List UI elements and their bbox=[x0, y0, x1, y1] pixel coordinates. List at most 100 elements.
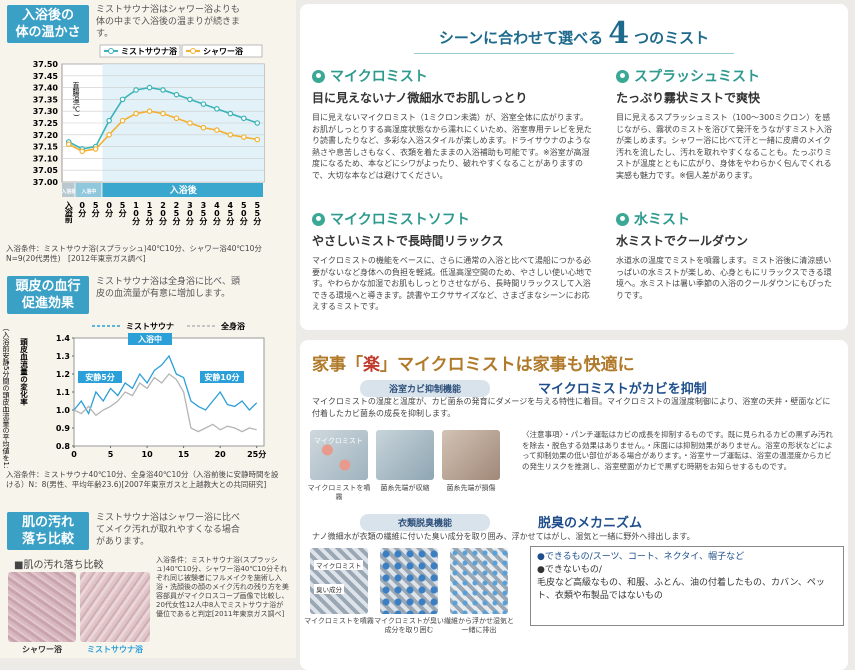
annotation-box bbox=[200, 371, 244, 383]
y-tick-label: 37.30 bbox=[33, 107, 59, 116]
text: マイクロミストの湿度と温度が、カビ菌糸の発育にダメージを与える特性に着目。マイク… bbox=[312, 397, 831, 418]
legend-label: シャワー浴 bbox=[203, 46, 244, 56]
section-heading: 肌の汚れ 落ち比較 bbox=[7, 512, 89, 550]
mist-name-text: スプラッシュミスト bbox=[634, 69, 760, 85]
image-label: マイクロミスト bbox=[314, 560, 364, 570]
x-tick-label: 50分 bbox=[239, 201, 248, 226]
y-tick-label: 37.50 bbox=[33, 60, 59, 69]
annotation: 安静5分 bbox=[85, 372, 115, 382]
text: ナノ微細水が衣類の繊維に付いた臭い成分を取り囲み、浮かせてはがし、湿気と一緒に野… bbox=[312, 532, 695, 541]
mist-panel: シーンに合わせて選べる 4 つのミスト マイクロミスト 目に見えないナノ微細水でお… bbox=[300, 4, 848, 330]
title-part: 」マイクロミストは家事も快適に bbox=[380, 355, 635, 375]
caption: 菌糸先端が損傷 bbox=[446, 484, 496, 492]
image-label: マイクロミスト bbox=[314, 437, 363, 445]
y-axis-label: 頭皮血流量の変化率 bbox=[19, 338, 28, 407]
heading-line: 促進効果 bbox=[21, 296, 74, 311]
y-tick-label: 1.0 bbox=[56, 406, 71, 415]
intro: ミストサウナ浴はシャワー浴に比べてメイク汚れが取れやすくなる場合があります。 bbox=[96, 513, 241, 547]
title-number: 4 bbox=[608, 16, 630, 51]
annotation-box bbox=[78, 371, 122, 383]
y-tick-label: 37.00 bbox=[33, 178, 59, 187]
heading-line: 体の温かさ bbox=[15, 25, 81, 40]
legend-marker bbox=[190, 48, 196, 54]
heading-line: 入浴後の bbox=[21, 8, 74, 23]
note: 〈注意事項〉・パンチ運転はカビの成長を抑制するものです。既に見られるカビの黒ずみ… bbox=[522, 430, 833, 471]
title-rule bbox=[414, 53, 734, 54]
y-tick-label: 1.2 bbox=[56, 370, 70, 379]
y-tick-label: 37.20 bbox=[33, 131, 59, 140]
section-heading: 頭皮の血行 促進効果 bbox=[7, 276, 89, 314]
x-tick-label: 入浴前 bbox=[63, 201, 73, 224]
mist-name-text: 水ミスト bbox=[634, 212, 690, 228]
headline: 脱臭のメカニズム bbox=[538, 516, 643, 531]
point bbox=[160, 87, 166, 93]
housework-panel: 家事「楽」マイクロミストは家事も快適に 浴室カビ抑制機能 マイクロミストがカビを… bbox=[300, 340, 848, 670]
mist-catch: たっぷり霧状ミストで爽快 bbox=[616, 91, 761, 105]
label: ●できるもの/ bbox=[537, 552, 593, 562]
icon bbox=[312, 69, 325, 83]
point bbox=[214, 127, 220, 133]
legend-box bbox=[181, 44, 263, 58]
panel-title: 家事「楽」マイクロミストは家事も快適に bbox=[312, 350, 635, 375]
x-tick-label: 45分 bbox=[226, 201, 235, 226]
x-tick-label: 5 bbox=[108, 450, 114, 459]
y-tick-label: 1.3 bbox=[56, 352, 70, 361]
title-part: つのミスト bbox=[634, 29, 710, 47]
mist-name: マイクロミスト bbox=[312, 66, 594, 86]
x-tick-label: 40分 bbox=[212, 201, 221, 226]
subheading: ■肌の汚れ落ち比較 bbox=[14, 560, 104, 571]
point bbox=[227, 132, 234, 138]
fabric-image bbox=[310, 548, 368, 614]
series-line bbox=[73, 373, 257, 433]
point bbox=[119, 117, 126, 124]
phase-label: 入浴後 bbox=[169, 184, 198, 196]
legend-marker bbox=[108, 48, 114, 54]
items: スーツ、コート、ネクタイ、帽子など bbox=[592, 552, 745, 562]
point bbox=[227, 110, 234, 117]
mist-item: マイクロミストソフト やさしいミストで長時間リラックス マイクロミストの機能をベース… bbox=[312, 209, 594, 313]
point bbox=[241, 115, 247, 122]
mold-image bbox=[310, 430, 368, 480]
y-tick-label: 37.15 bbox=[33, 143, 59, 152]
mist-body: 水道水の温度でミストを噴霧します。ミスト浴後に清涼感いっぱいの水ミストが楽しめ、… bbox=[616, 256, 832, 300]
point bbox=[106, 117, 112, 124]
icon bbox=[616, 69, 629, 83]
tag: 衣類脱臭機能 bbox=[360, 514, 490, 531]
phase-bar bbox=[102, 183, 264, 197]
x-tick-label: 0分 bbox=[78, 201, 87, 218]
mist-name-text: マイクロミストソフト bbox=[330, 212, 470, 228]
x-tick-label: 0分 bbox=[105, 201, 114, 218]
blood-flow-chart: 0.8 0.9 1.0 1.1 1.2 1.3 1.4 0 5 10 15 20 25分 （入浴前安静5分… bbox=[2, 321, 266, 468]
mist-body: 目に見えないマイクロミスト（1ミクロン未満）が、浴室全体に広がります。お肌がしっ… bbox=[312, 113, 592, 180]
left-column: 入浴後の 体の温かさ ミストサウナ浴はシャワー浴よりも体の中まで入浴後の温まりが… bbox=[0, 0, 296, 658]
y-tick-label: 37.10 bbox=[33, 154, 59, 163]
x-tick-label: 15分 bbox=[145, 201, 154, 226]
y-tick-label: 37.35 bbox=[33, 95, 59, 104]
point bbox=[146, 108, 153, 115]
caption: 繊維から浮かせ湿気と一緒に排出 bbox=[444, 617, 514, 634]
mist-item: 水ミスト 水ミストでクールダウン 水道水の温度でミストを噴霧します。ミスト浴後に清涼… bbox=[616, 209, 838, 301]
point bbox=[79, 148, 86, 155]
note: 入浴条件：ミストサウナ40℃10分、全身浴40℃10分（入浴前後に安静時間を設け… bbox=[6, 470, 279, 489]
image-label: ミストサウナ浴 bbox=[87, 645, 143, 654]
can-list: ●できるもの/スーツ、コート、ネクタイ、帽子など bbox=[537, 551, 837, 564]
heading-line: 落ち比較 bbox=[21, 532, 74, 547]
point bbox=[173, 91, 180, 98]
section-heading: 入浴後の 体の温かさ bbox=[7, 5, 89, 43]
image-label: 臭い成分 bbox=[314, 584, 344, 594]
mold-image bbox=[376, 430, 434, 480]
point bbox=[146, 84, 153, 91]
skin-image bbox=[8, 572, 76, 642]
point bbox=[119, 96, 126, 103]
mist-name: マイクロミストソフト bbox=[312, 209, 594, 229]
fabric-image bbox=[450, 548, 508, 614]
cannot-list: ●できないもの/毛皮など高級なもの、和服、ふとん、油の付着したもの、カバン、ペッ… bbox=[537, 564, 837, 603]
x-tick-label: 5分 bbox=[118, 201, 127, 218]
temperature-chart: 37.00 37.05 37.10 37.15 37.20 37.25 37.30 37.35… bbox=[33, 44, 265, 226]
point bbox=[133, 110, 139, 117]
point bbox=[187, 120, 193, 126]
x-tick-label: 0 bbox=[71, 450, 77, 459]
y-tick-label: 0.9 bbox=[56, 424, 71, 433]
x-tick-label: 15 bbox=[178, 450, 190, 459]
